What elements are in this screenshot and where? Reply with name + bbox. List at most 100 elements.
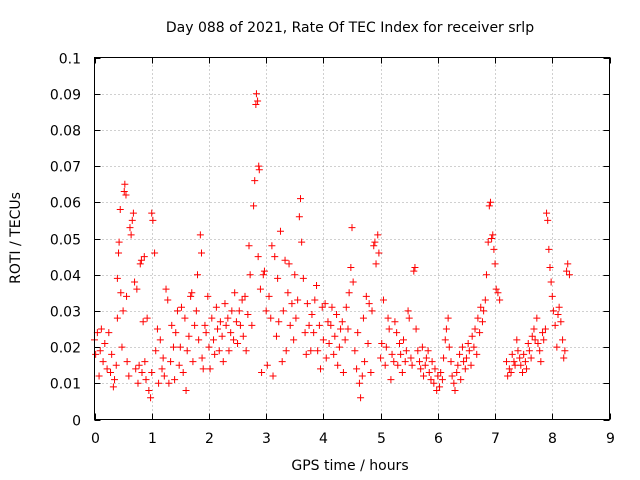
data-point xyxy=(179,368,187,376)
data-point xyxy=(259,271,267,279)
data-point xyxy=(378,339,386,347)
data-point xyxy=(533,314,541,322)
data-point xyxy=(202,329,210,337)
data-point xyxy=(464,339,472,347)
data-point xyxy=(246,271,254,279)
data-point xyxy=(167,358,175,366)
data-point xyxy=(267,314,275,322)
data-point xyxy=(159,354,167,362)
data-point xyxy=(279,307,287,315)
data-point xyxy=(539,329,547,337)
data-point xyxy=(142,376,150,384)
data-point xyxy=(126,224,134,232)
data-point xyxy=(547,278,555,286)
data-point xyxy=(260,267,268,275)
data-point xyxy=(342,303,350,311)
data-point xyxy=(388,350,396,358)
data-point xyxy=(393,329,401,337)
data-point xyxy=(560,354,568,362)
data-point xyxy=(335,343,343,351)
data-point xyxy=(422,354,430,362)
data-point xyxy=(523,365,531,373)
y-tick-label: 0.01 xyxy=(50,377,81,393)
data-point xyxy=(274,274,282,282)
axis-ticks xyxy=(94,57,611,421)
data-point xyxy=(468,332,476,340)
data-point xyxy=(208,314,216,322)
data-point xyxy=(541,325,549,333)
data-point xyxy=(111,376,119,384)
data-point xyxy=(365,300,373,308)
data-point xyxy=(359,314,367,322)
data-point xyxy=(297,195,304,203)
data-point xyxy=(395,339,403,347)
data-point xyxy=(218,332,226,340)
y-tick-label: 0.08 xyxy=(50,124,81,140)
data-point xyxy=(113,314,121,322)
data-point xyxy=(397,350,405,358)
data-point xyxy=(314,347,322,355)
data-point xyxy=(211,350,219,358)
data-point xyxy=(135,361,143,369)
data-point xyxy=(252,101,260,109)
data-point xyxy=(175,361,183,369)
data-point xyxy=(440,354,448,362)
data-point xyxy=(412,325,420,333)
data-point xyxy=(123,292,131,300)
y-tick-label: 0.05 xyxy=(50,233,81,249)
data-point xyxy=(121,180,129,188)
data-point xyxy=(328,303,336,311)
data-point xyxy=(457,376,465,384)
data-point xyxy=(521,358,529,366)
data-point xyxy=(198,354,206,362)
x-tick-label: 9 xyxy=(606,431,615,447)
data-point xyxy=(292,314,300,322)
data-point xyxy=(141,358,149,366)
data-point xyxy=(317,365,325,373)
data-point xyxy=(489,231,497,239)
data-point xyxy=(322,354,330,362)
data-point xyxy=(482,271,490,279)
x-tick-label: 7 xyxy=(491,431,500,447)
data-point xyxy=(513,336,521,344)
data-point xyxy=(347,263,355,271)
data-point xyxy=(437,368,445,376)
data-point xyxy=(199,365,207,373)
data-point xyxy=(345,289,353,297)
data-point xyxy=(258,368,266,376)
data-point xyxy=(219,358,227,366)
data-point xyxy=(473,350,481,358)
data-point xyxy=(434,372,442,380)
data-point xyxy=(431,365,439,373)
data-point xyxy=(461,365,469,373)
data-point xyxy=(262,307,270,315)
data-point xyxy=(438,376,446,384)
data-point xyxy=(129,209,137,217)
x-tick-label: 4 xyxy=(319,431,328,447)
data-point xyxy=(427,376,435,384)
data-point xyxy=(371,238,379,246)
data-point xyxy=(153,325,161,333)
data-point xyxy=(514,347,522,355)
data-point xyxy=(109,383,117,391)
data-point xyxy=(155,379,163,387)
data-point xyxy=(441,336,449,344)
data-point xyxy=(132,365,140,373)
data-point xyxy=(232,318,240,326)
data-point xyxy=(299,274,307,282)
data-point xyxy=(256,285,264,293)
data-point xyxy=(216,318,224,326)
data-point xyxy=(234,339,242,347)
data-point xyxy=(149,216,157,224)
data-point xyxy=(402,347,410,355)
data-point xyxy=(95,372,103,380)
data-point xyxy=(310,329,318,337)
data-point xyxy=(164,296,172,304)
data-point xyxy=(224,314,232,322)
y-tick-label: 0.04 xyxy=(50,269,81,285)
data-point xyxy=(561,347,569,355)
data-point xyxy=(353,365,361,373)
data-point xyxy=(421,361,429,369)
data-point xyxy=(105,329,113,337)
data-point xyxy=(133,285,141,293)
